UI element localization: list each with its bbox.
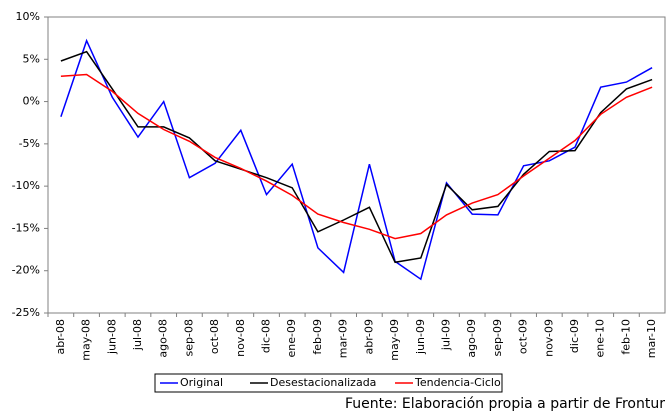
legend-box (154, 373, 503, 393)
x-tick-label: jul-09 (439, 319, 452, 351)
x-tick-label: ene-09 (285, 319, 298, 357)
x-tick-label: jun-08 (105, 319, 118, 355)
y-tick-label: -25% (12, 306, 40, 319)
plot-area (47, 16, 666, 314)
x-tick-label: nov-08 (234, 319, 247, 357)
x-tick-label: nov-09 (542, 319, 555, 357)
source: Fuente: Elaboración propia a partir de F… (345, 396, 665, 412)
legend-label: Tendencia-Ciclo (414, 376, 501, 389)
x-tick-label: oct-09 (517, 319, 530, 354)
x-tick-label: feb-10 (619, 319, 632, 355)
legend-label: Original (180, 376, 223, 389)
x-tick-label: may-08 (80, 319, 93, 361)
x-tick-label: abr-09 (362, 319, 375, 355)
y-tick-label: 5% (23, 52, 40, 65)
series-line (60, 38, 653, 281)
x-tick-label: jul-08 (131, 319, 144, 351)
x-tick-label: ago-09 (465, 319, 478, 358)
x-tick-label: dic-08 (260, 319, 273, 353)
x-tick-label: may-09 (388, 319, 401, 361)
y-tick-label: 0% (23, 95, 40, 108)
legend-label: Desestacionalizada (270, 376, 376, 389)
x-tick-label: oct-08 (208, 319, 221, 354)
x-tick-label: dic-09 (568, 319, 581, 353)
x-tick-label: mar-10 (645, 319, 658, 358)
y-tick-label: -5% (19, 137, 40, 150)
x-tick-label: ago-08 (157, 319, 170, 358)
series-line (60, 73, 653, 240)
y-tick-label: 10% (16, 10, 40, 23)
x-tick-label: jun-09 (414, 319, 427, 355)
y-tick-label: -15% (12, 221, 40, 234)
y-tick-label: -20% (12, 264, 40, 277)
x-tick-label: feb-09 (311, 319, 324, 355)
x-tick-label: mar-09 (337, 319, 350, 358)
series-line (60, 50, 653, 264)
x-tick-label: sep-09 (491, 319, 504, 356)
x-tick-label: ene-10 (594, 319, 607, 357)
x-tick-label: abr-08 (54, 319, 67, 355)
x-tick-label: sep-08 (182, 319, 195, 356)
y-tick-label: -10% (12, 179, 40, 192)
